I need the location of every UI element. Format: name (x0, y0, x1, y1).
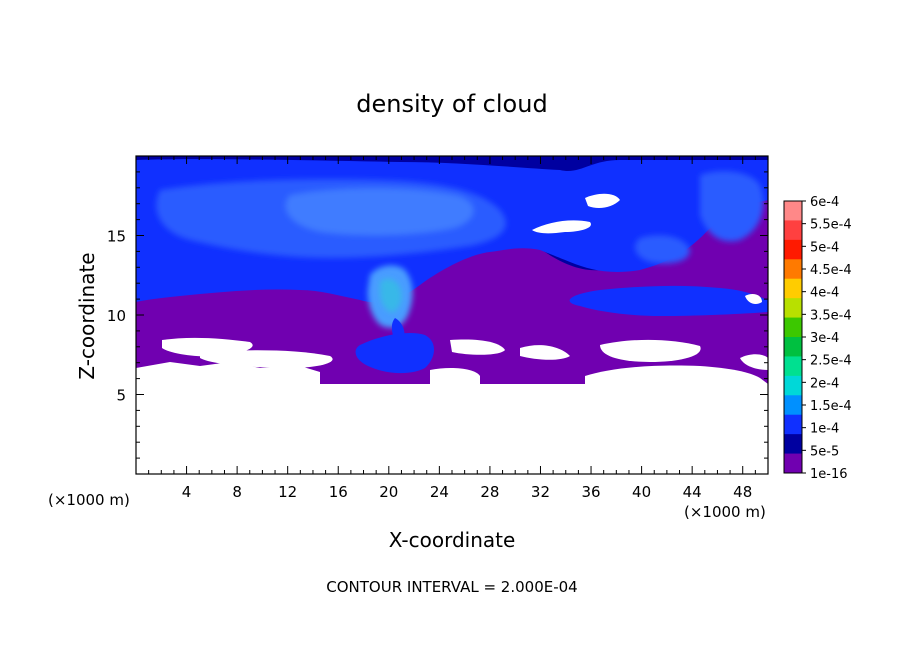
colorbar-swatch (784, 259, 802, 280)
cloud-region-blue-right (635, 171, 764, 264)
x-tick-label: 40 (632, 483, 651, 501)
clear-air-upper-3 (745, 294, 762, 304)
colorbar-label: 2.5e-4 (810, 354, 852, 369)
colorbar-swatch (784, 337, 802, 357)
x-tick-label: 24 (430, 483, 449, 501)
clear-air-gap-3 (200, 350, 333, 368)
clear-air-below-cloud (136, 384, 768, 474)
clear-air-gap-8 (740, 354, 768, 370)
colorbar-swatch (784, 201, 802, 221)
colorbar-label: 3.5e-4 (810, 308, 852, 323)
colorbar-swatch (784, 298, 802, 319)
contour-interval-note: CONTOUR INTERVAL = 2.000E-04 (326, 578, 577, 596)
x-tick-label: 44 (683, 483, 702, 501)
x-axis-label: X-coordinate (389, 528, 516, 552)
x-unit-left: (×1000 m) (48, 491, 130, 509)
clear-air-upper-1 (532, 220, 591, 234)
x-tick-label: 48 (733, 483, 752, 501)
colorbar-swatch (784, 395, 802, 416)
y-tick-label: 10 (107, 307, 126, 325)
x-tick-label: 12 (278, 483, 297, 501)
colorbar-swatch (784, 239, 802, 260)
x-unit-right: (×1000 m) (684, 503, 766, 521)
colorbar-swatch (784, 278, 802, 299)
chart-title: density of cloud (356, 90, 547, 118)
colorbar-label: 1e-4 (810, 422, 839, 437)
clear-air-gap-7 (600, 339, 701, 362)
colorbar-label: 6e-4 (810, 195, 839, 210)
colorbar-label: 1e-16 (810, 467, 848, 482)
cloud-region-blue-lower (569, 285, 768, 316)
colorbar-label: 5e-5 (810, 444, 839, 459)
colorbar-swatch (784, 375, 802, 396)
x-tick-label: 20 (379, 483, 398, 501)
clear-air-gap-5 (520, 345, 570, 360)
clear-air-gap-6 (585, 365, 768, 384)
x-tick-label: 36 (581, 483, 600, 501)
x-tick-label: 16 (329, 483, 348, 501)
y-axis-ticks: 5 10 15 (107, 171, 768, 459)
cloud-region-blue-lightest (285, 187, 474, 236)
cloud-stem (391, 318, 405, 340)
colorbar-label: 1.5e-4 (810, 399, 852, 414)
colorbar-swatch (784, 356, 802, 377)
colorbar-label: 4e-4 (810, 286, 839, 301)
cloud-outflow-blob (355, 333, 435, 374)
y-tick-label: 5 (116, 387, 126, 405)
heatmap-field (136, 156, 768, 474)
colorbar: 6e-4 5.5e-4 5e-4 4.5e-4 4e-4 3.5e-4 3e-4 2.5e-4… (783, 195, 852, 482)
colorbar-label: 5e-4 (810, 240, 839, 255)
colorbar-swatch (784, 453, 802, 474)
colorbar-label: 3e-4 (810, 331, 839, 346)
colorbar-swatch (784, 434, 802, 455)
x-tick-label: 32 (531, 483, 550, 501)
x-axis-ticks: 4 8 12 16 20 24 28 32 36 40 44 48 (148, 156, 756, 501)
colorbar-swatch (784, 317, 802, 338)
clear-air-gap-9 (430, 368, 480, 384)
clear-air-gap-4 (450, 339, 505, 355)
clear-air-upper-2 (585, 193, 620, 208)
x-tick-label: 28 (480, 483, 499, 501)
y-tick-label: 15 (107, 228, 126, 246)
cloud-updraft-core-inner (380, 278, 402, 313)
x-tick-label: 8 (232, 483, 242, 501)
colorbar-label: 5.5e-4 (810, 218, 852, 233)
colorbar-swatch (784, 220, 802, 241)
colorbar-label: 2e-4 (810, 376, 839, 391)
colorbar-swatch (784, 414, 802, 435)
x-tick-label: 4 (182, 483, 192, 501)
y-axis-label: Z-coordinate (75, 252, 99, 379)
colorbar-label: 4.5e-4 (810, 263, 852, 278)
